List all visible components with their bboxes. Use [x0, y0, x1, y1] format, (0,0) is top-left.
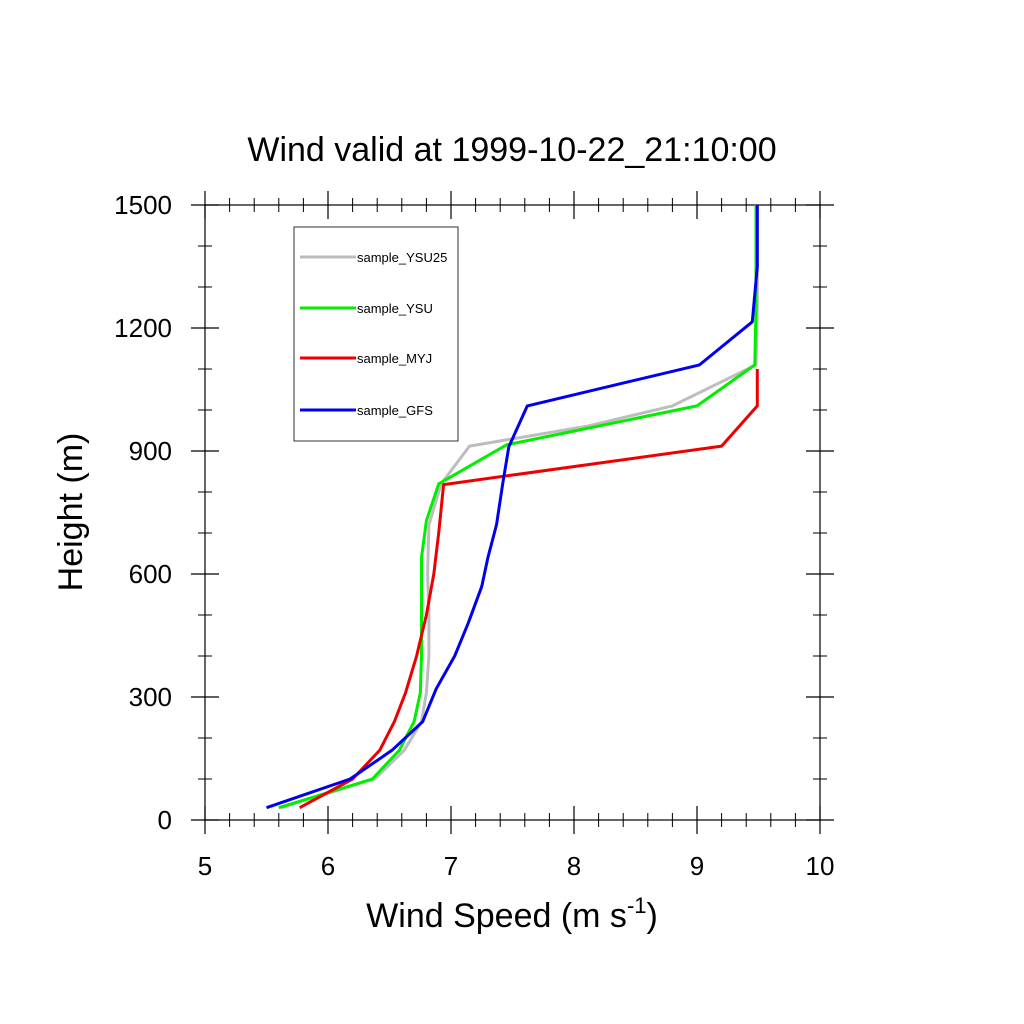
series-line-sample_YSU25 — [280, 205, 759, 810]
x-tick-label: 5 — [198, 851, 212, 881]
x-axis-label: Wind Speed (m s-1) — [366, 893, 658, 935]
ticks — [191, 191, 834, 834]
plot-frame — [204, 204, 821, 821]
legend-label: sample_GFS — [357, 403, 433, 418]
legend-label: sample_MYJ — [357, 351, 432, 366]
tick-labels: 5 6 7 8 9 10 0 300 600 900 1200 1500 — [114, 190, 834, 881]
x-tick-label: 8 — [567, 851, 581, 881]
plot-area-border — [204, 204, 821, 821]
x-tick-label: 6 — [321, 851, 335, 881]
series-line-sample_MYJ — [298, 369, 759, 810]
series-lines — [266, 205, 759, 810]
series-line-sample_GFS — [266, 205, 759, 810]
y-tick-label: 600 — [129, 559, 172, 589]
legend: sample_YSU25 sample_YSU sample_MYJ sample_G… — [293, 226, 459, 442]
legend-box — [293, 226, 459, 442]
x-axis-label-main: Wind Speed (m s — [366, 897, 627, 935]
x-tick-label: 9 — [690, 851, 704, 881]
y-tick-label: 1500 — [114, 190, 172, 220]
y-tick-label: 300 — [129, 682, 172, 712]
x-axis-label-tail: ) — [647, 897, 658, 935]
y-tick-label: 900 — [129, 436, 172, 466]
x-axis-label-superscript: -1 — [627, 893, 647, 918]
y-tick-label: 1200 — [114, 313, 172, 343]
legend-label: sample_YSU — [357, 301, 433, 316]
y-tick-label: 0 — [158, 805, 172, 835]
chart-title: Wind valid at 1999-10-22_21:10:00 — [247, 131, 776, 169]
x-tick-label: 10 — [806, 851, 835, 881]
legend-label: sample_YSU25 — [357, 250, 447, 265]
x-tick-label: 7 — [444, 851, 458, 881]
y-axis-label: Height (m) — [52, 433, 90, 592]
